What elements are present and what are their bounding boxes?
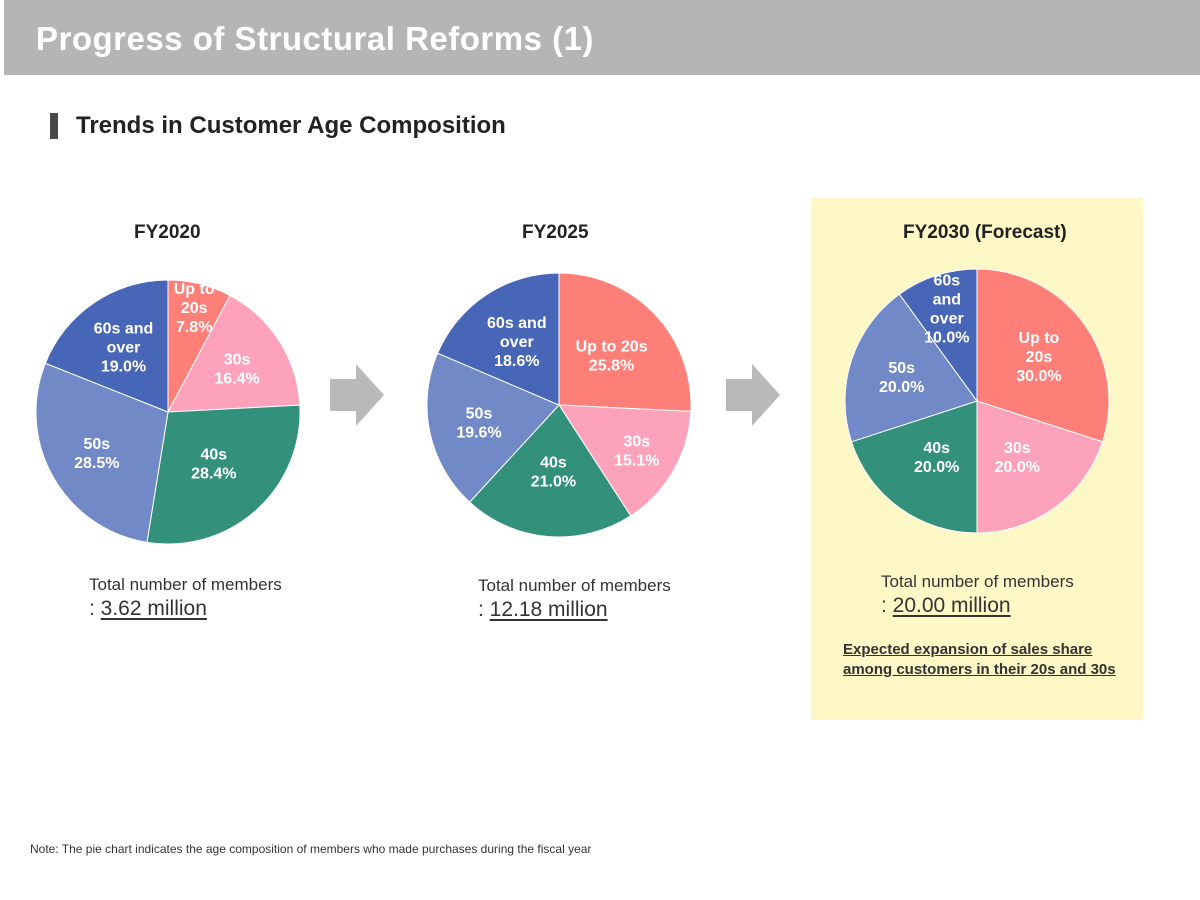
- pie-slice-up-to-20s: [976, 268, 1110, 443]
- members-label-fy2020: Total number of members: [89, 575, 282, 594]
- pie-slice-50s: [426, 352, 560, 503]
- pie-slice-up-to-20s: [558, 272, 692, 412]
- pie-label-40s: 40s 20.0%: [914, 440, 959, 476]
- pie-label-60s-and-over: 60s and over 18.6%: [487, 315, 547, 370]
- arrow-right-icon: [330, 364, 384, 426]
- pie-label-30s: 30s 15.1%: [614, 433, 659, 469]
- members-label-fy2030: Total number of members: [881, 572, 1074, 591]
- pie-label-up-to-20s: Up to 20s 7.8%: [174, 281, 215, 336]
- pie-slice-30s: [167, 294, 301, 413]
- pie-label-50s: 50s 20.0%: [879, 360, 924, 396]
- pie-slice-40s: [850, 400, 978, 534]
- pie-slice-50s: [844, 293, 978, 443]
- section-title: Trends in Customer Age Composition: [76, 112, 506, 139]
- chart-title-fy2020: FY2020: [134, 222, 201, 243]
- members-value-fy2020: : 3.62 million: [89, 597, 207, 620]
- pie-slice-30s: [558, 404, 692, 517]
- members-value-fy2030: : 20.00 million: [881, 594, 1011, 617]
- pie-label-up-to-20s: Up to 20s 30.0%: [1016, 330, 1061, 385]
- pie-slice-60s-and-over: [898, 268, 978, 403]
- forecast-expectation-note: Expected expansion of sales share among …: [843, 641, 1116, 678]
- pie-label-40s: 40s 28.4%: [191, 447, 236, 483]
- page-title: Progress of Structural Reforms (1): [36, 20, 594, 57]
- pie-label-30s: 30s 20.0%: [995, 440, 1040, 476]
- pie-chart-fy2030: Up to 20s 30.0% 30s 20.0% 40s 20.0% 50s 20.0%60s…: [844, 268, 1110, 534]
- chart-title-fy2025: FY2025: [522, 222, 589, 243]
- pie-slice-60s-and-over: [44, 279, 169, 413]
- pie-slice-40s: [146, 404, 301, 545]
- pie-slice-50s: [35, 362, 169, 543]
- arrow-right-icon: [726, 364, 780, 426]
- footnote: Note: The pie chart indicates the age co…: [30, 842, 592, 856]
- pie-label-50s: 50s 19.6%: [456, 406, 501, 442]
- pie-slice-30s: [976, 400, 1104, 534]
- pie-label-50s: 50s 28.5%: [74, 436, 119, 472]
- pie-label-up-to-20s: Up to 20s 25.8%: [576, 338, 648, 374]
- pie-label-60s-and-over: 60s and over 10.0%: [924, 273, 969, 347]
- pie-slice-40s: [468, 404, 632, 538]
- pie-label-40s: 40s 21.0%: [531, 454, 576, 490]
- members-label-fy2025: Total number of members: [478, 576, 671, 595]
- pie-label-60s-and-over: 60s and over 19.0%: [94, 321, 154, 376]
- pie-slice-60s-and-over: [436, 272, 560, 406]
- chart-title-fy2030: FY2030 (Forecast): [903, 222, 1067, 243]
- header-bar: [4, 0, 1200, 75]
- section-marker: [50, 113, 58, 139]
- members-value-fy2025: : 12.18 million: [478, 598, 608, 621]
- pie-label-30s: 30s 16.4%: [214, 352, 259, 388]
- pie-chart-fy2025: Up to 20s 25.8% 30s 15.1% 40s 21.0% 50s 19.6% 60…: [426, 272, 692, 538]
- pie-chart-fy2020: Up to 20s 7.8% 30s 16.4% 40s 28.4% 50s 28.5% 60s …: [35, 279, 301, 545]
